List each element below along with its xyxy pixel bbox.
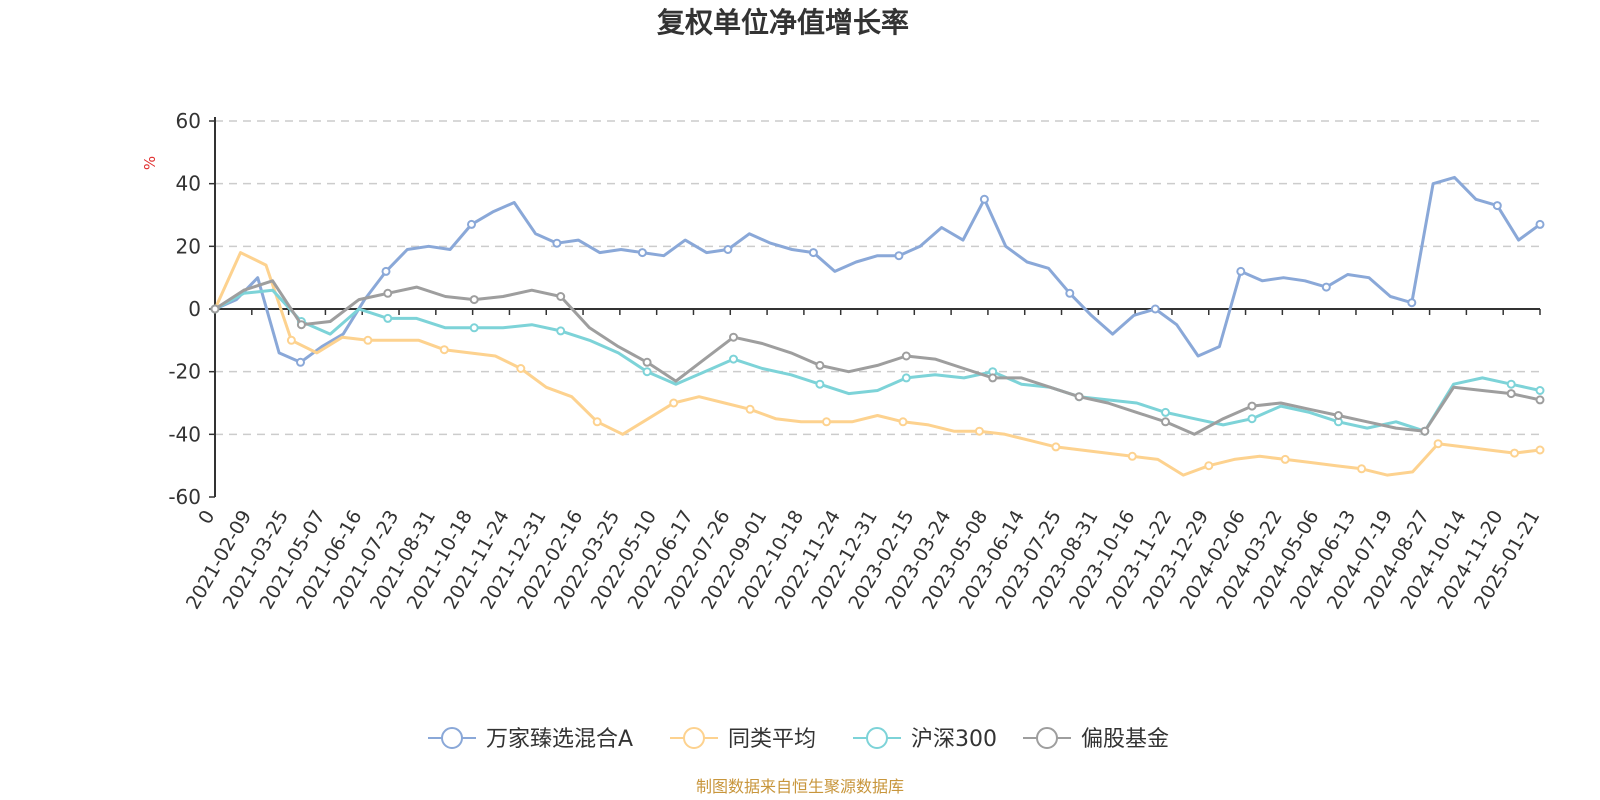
data-point[interactable]	[363, 335, 373, 345]
legend-label-1: 同类平均	[728, 727, 816, 752]
data-point[interactable]	[1506, 379, 1516, 389]
y-tick-label: -60	[168, 485, 201, 509]
legend-item-2[interactable]: 沪深300	[853, 727, 997, 752]
series-3	[210, 279, 1545, 436]
data-point[interactable]	[723, 245, 733, 254]
data-point[interactable]	[729, 354, 738, 364]
legend-circle-icon-2	[866, 727, 888, 749]
data-point[interactable]	[815, 360, 825, 370]
legend-label-0: 万家臻选混合A	[486, 727, 633, 752]
data-point[interactable]	[1420, 426, 1430, 436]
data-point[interactable]	[669, 398, 679, 408]
data-point[interactable]	[1492, 201, 1502, 211]
data-point[interactable]	[286, 335, 296, 345]
data-point[interactable]	[516, 364, 526, 373]
data-point[interactable]	[1150, 304, 1160, 314]
legend-item-1[interactable]: 同类平均	[670, 727, 816, 752]
y-tick-label: -20	[168, 360, 201, 384]
data-point[interactable]	[296, 320, 306, 330]
series-line-3	[214, 279, 1541, 436]
data-point[interactable]	[1535, 219, 1545, 229]
data-point[interactable]	[901, 351, 911, 361]
data-point[interactable]	[1074, 392, 1084, 402]
data-point[interactable]	[637, 248, 647, 258]
data-point[interactable]	[556, 326, 566, 336]
x-axis-ticks: 02021-02-092021-03-252021-05-072021-06-1…	[182, 309, 1544, 613]
data-point[interactable]	[808, 248, 818, 258]
series-line-0	[214, 175, 1541, 364]
data-point[interactable]	[1506, 389, 1516, 399]
data-point[interactable]	[1407, 298, 1417, 308]
data-point[interactable]	[210, 304, 220, 314]
data-point[interactable]	[1357, 464, 1367, 474]
series	[210, 175, 1545, 477]
y-axis-unit: %	[141, 156, 159, 170]
data-point[interactable]	[894, 251, 904, 261]
data-point[interactable]	[469, 295, 479, 305]
data-point[interactable]	[1535, 386, 1545, 395]
data-point[interactable]	[556, 292, 566, 301]
data-point[interactable]	[439, 345, 449, 355]
grid	[215, 120, 1540, 436]
data-point[interactable]	[1247, 414, 1257, 424]
data-point[interactable]	[1510, 448, 1519, 458]
data-point[interactable]	[1280, 454, 1290, 464]
y-tick-label: 60	[176, 109, 201, 133]
axes	[214, 117, 1540, 497]
data-point[interactable]	[1247, 401, 1257, 411]
data-point[interactable]	[974, 426, 984, 436]
data-point[interactable]	[1161, 407, 1170, 417]
data-point[interactable]	[383, 313, 393, 323]
data-point[interactable]	[1236, 266, 1246, 276]
data-point[interactable]	[901, 373, 911, 383]
legend: 万家臻选混合A 同类平均 沪深300 偏股基金	[428, 727, 1169, 752]
chart-title: 复权单位净值增长率	[657, 6, 909, 39]
series-line-2	[214, 288, 1541, 433]
data-point[interactable]	[381, 266, 391, 276]
data-source-note: 制图数据来自恒生聚源数据库	[696, 777, 904, 796]
y-tick-label: 40	[176, 172, 201, 196]
data-point[interactable]	[898, 417, 908, 427]
data-point[interactable]	[1333, 411, 1343, 420]
data-point[interactable]	[296, 357, 305, 367]
data-point[interactable]	[467, 219, 476, 229]
y-tick-label: 0	[188, 297, 201, 321]
data-point[interactable]	[745, 404, 755, 414]
data-point[interactable]	[822, 417, 831, 427]
y-tick-label: 20	[176, 234, 201, 258]
data-point[interactable]	[1051, 442, 1061, 452]
data-point[interactable]	[642, 357, 652, 367]
data-point[interactable]	[988, 373, 998, 383]
legend-label-2: 沪深300	[911, 727, 997, 752]
data-point[interactable]	[552, 238, 562, 248]
legend-circle-icon-3	[1036, 727, 1058, 749]
x-tick-label: 0	[194, 507, 219, 528]
data-point[interactable]	[1433, 439, 1443, 449]
legend-circle-icon-0	[441, 727, 463, 749]
data-point[interactable]	[1161, 417, 1170, 427]
data-point[interactable]	[729, 332, 738, 342]
legend-item-3[interactable]: 偏股基金	[1023, 727, 1169, 752]
data-point[interactable]	[1127, 451, 1137, 461]
data-point[interactable]	[1535, 445, 1545, 455]
data-point[interactable]	[1065, 288, 1075, 298]
y-tick-label: -40	[168, 422, 201, 446]
y-axis-ticks: 60 40 20 0 -20 -40 -60	[168, 109, 215, 509]
data-point[interactable]	[1535, 395, 1545, 405]
series-line-1	[213, 251, 1541, 477]
data-point[interactable]	[1204, 461, 1214, 471]
data-point[interactable]	[383, 288, 393, 298]
data-point[interactable]	[1321, 282, 1331, 292]
data-point[interactable]	[979, 194, 989, 204]
data-point[interactable]	[592, 417, 602, 427]
legend-circle-icon-1	[683, 727, 705, 749]
legend-item-0[interactable]: 万家臻选混合A	[428, 727, 633, 752]
legend-label-3: 偏股基金	[1081, 727, 1169, 752]
data-point[interactable]	[815, 379, 825, 389]
data-point[interactable]	[642, 367, 652, 377]
data-point[interactable]	[469, 323, 479, 333]
series-0	[210, 175, 1545, 367]
